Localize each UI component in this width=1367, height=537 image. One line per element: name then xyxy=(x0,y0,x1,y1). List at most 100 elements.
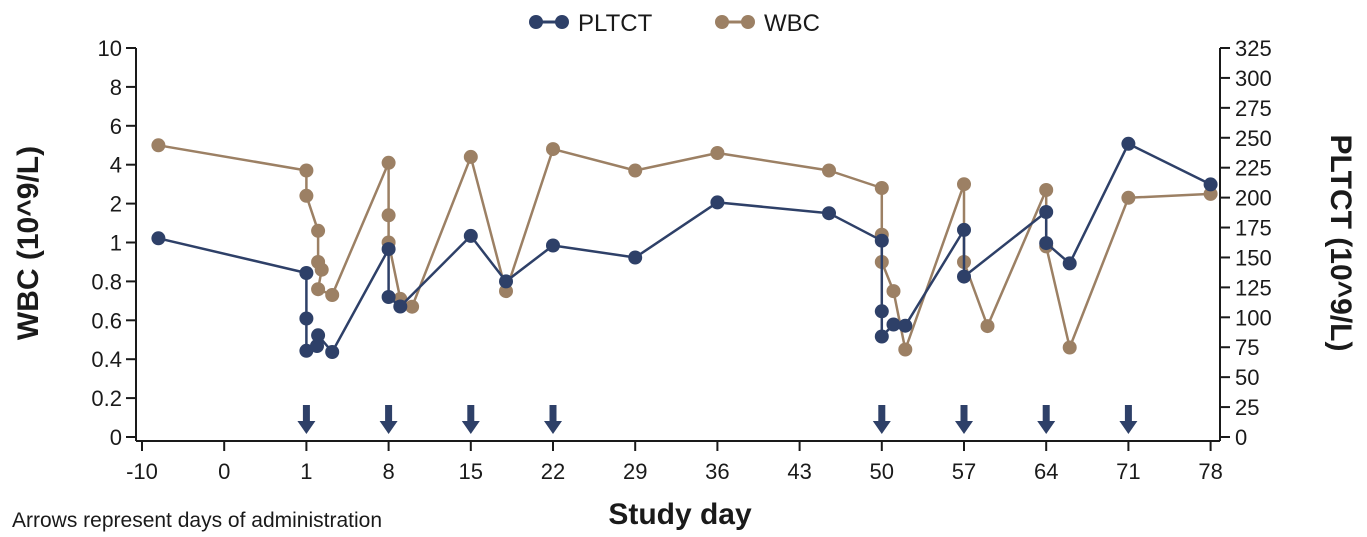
point-wbc xyxy=(822,163,836,178)
administration-arrow xyxy=(461,405,480,434)
y-right-tick-label: 200 xyxy=(1235,186,1272,211)
point-wbc xyxy=(980,319,995,334)
legend-pltct-label: PLTCT xyxy=(578,10,653,37)
x-tick-label: 57 xyxy=(952,459,976,484)
point-wbc xyxy=(710,146,725,160)
y-right-tick-label: 150 xyxy=(1235,245,1272,270)
x-tick-label: 43 xyxy=(787,459,811,484)
point-wbc xyxy=(1039,183,1054,197)
point-pltct xyxy=(957,269,971,284)
point-wbc xyxy=(311,282,326,297)
point-pltct xyxy=(463,228,478,243)
administration-arrow xyxy=(872,405,891,434)
point-wbc xyxy=(314,262,329,277)
y-left-tick-label: 0 xyxy=(110,425,122,450)
point-pltct xyxy=(151,231,166,246)
point-wbc xyxy=(325,288,340,302)
x-tick-label: 36 xyxy=(705,459,729,484)
x-tick-label: 29 xyxy=(623,459,647,484)
administration-arrow xyxy=(379,405,398,434)
administration-note: Arrows represent days of administration xyxy=(12,509,382,532)
administration-arrow xyxy=(297,405,316,434)
y-left-tick-label: 10 xyxy=(98,36,122,61)
point-pltct xyxy=(310,339,324,353)
series-line-pltct xyxy=(158,142,1212,354)
y-right-title: PLTCT (10^9/L) xyxy=(1324,135,1357,352)
point-pltct xyxy=(381,290,396,304)
point-pltct xyxy=(1203,177,1218,192)
point-pltct xyxy=(822,206,836,221)
point-pltct xyxy=(325,345,340,359)
y-right-tick-label: 250 xyxy=(1235,126,1272,151)
x-tick-label: -10 xyxy=(126,459,158,484)
point-pltct xyxy=(299,311,314,326)
point-pltct xyxy=(546,238,560,253)
point-wbc xyxy=(628,163,643,178)
y-right-tick-label: 0 xyxy=(1235,425,1247,450)
point-wbc xyxy=(405,299,420,314)
point-pltct xyxy=(957,222,971,237)
legend-wbc-marker xyxy=(715,15,729,29)
point-wbc xyxy=(898,342,913,357)
administration-arrow xyxy=(1119,405,1138,434)
point-wbc xyxy=(874,181,889,195)
point-wbc xyxy=(311,223,326,238)
y-right-tick-label: 300 xyxy=(1235,66,1272,91)
y-right-tick-label: 25 xyxy=(1235,395,1259,420)
point-wbc xyxy=(381,208,396,223)
point-pltct xyxy=(1062,256,1077,271)
legend-wbc-marker-2 xyxy=(741,15,755,29)
x-tick-label: 0 xyxy=(218,459,230,484)
point-wbc xyxy=(299,163,314,178)
point-wbc xyxy=(546,142,560,157)
y-left-title: WBC (10^9/L) xyxy=(12,146,45,340)
y-right-tick-label: 225 xyxy=(1235,156,1272,181)
x-tick-label: 78 xyxy=(1198,459,1222,484)
x-tick-label: 1 xyxy=(300,459,312,484)
legend-pltct-marker-2 xyxy=(555,15,569,29)
x-tick-label: 15 xyxy=(459,459,483,484)
point-wbc xyxy=(499,284,513,299)
y-right-tick-label: 125 xyxy=(1235,275,1272,300)
x-tick-label: 64 xyxy=(1034,459,1058,484)
y-right-tick-label: 325 xyxy=(1235,36,1272,61)
administration-arrow xyxy=(544,405,562,434)
y-left-tick-label: 0.6 xyxy=(91,308,122,333)
axes: 00.20.40.60.8124681002550751001251501752… xyxy=(91,36,1271,484)
point-wbc xyxy=(381,155,396,170)
arrows-layer xyxy=(297,405,1138,434)
point-wbc xyxy=(1121,190,1136,205)
y-right-tick-label: 100 xyxy=(1235,305,1272,330)
y-left-tick-label: 0.4 xyxy=(91,347,122,372)
y-right-tick-label: 50 xyxy=(1235,365,1259,390)
x-tick-label: 50 xyxy=(870,459,894,484)
point-pltct xyxy=(499,274,513,289)
point-pltct xyxy=(381,242,396,257)
y-right-tick-label: 75 xyxy=(1235,335,1259,360)
point-pltct xyxy=(898,318,913,333)
series-layer xyxy=(151,136,1218,359)
y-left-tick-label: 2 xyxy=(110,192,122,217)
administration-arrow xyxy=(1037,405,1056,434)
legend-pltct-marker xyxy=(529,15,543,29)
point-pltct xyxy=(628,250,643,265)
point-wbc xyxy=(151,138,166,153)
y-left-tick-label: 6 xyxy=(110,114,122,139)
y-left-tick-label: 4 xyxy=(110,153,122,178)
point-pltct xyxy=(299,343,314,358)
x-tick-label: 71 xyxy=(1116,459,1140,484)
point-pltct xyxy=(1039,236,1054,251)
point-pltct xyxy=(874,304,889,319)
point-wbc xyxy=(299,188,314,203)
point-pltct xyxy=(874,329,889,344)
y-right-tick-label: 175 xyxy=(1235,216,1272,241)
x-axis-title: Study day xyxy=(608,498,752,531)
point-pltct xyxy=(393,299,408,314)
point-pltct xyxy=(886,317,901,332)
administration-arrow xyxy=(955,405,973,434)
point-pltct xyxy=(1039,205,1054,219)
point-pltct xyxy=(710,195,725,210)
point-wbc xyxy=(957,177,971,192)
point-pltct xyxy=(311,328,326,343)
